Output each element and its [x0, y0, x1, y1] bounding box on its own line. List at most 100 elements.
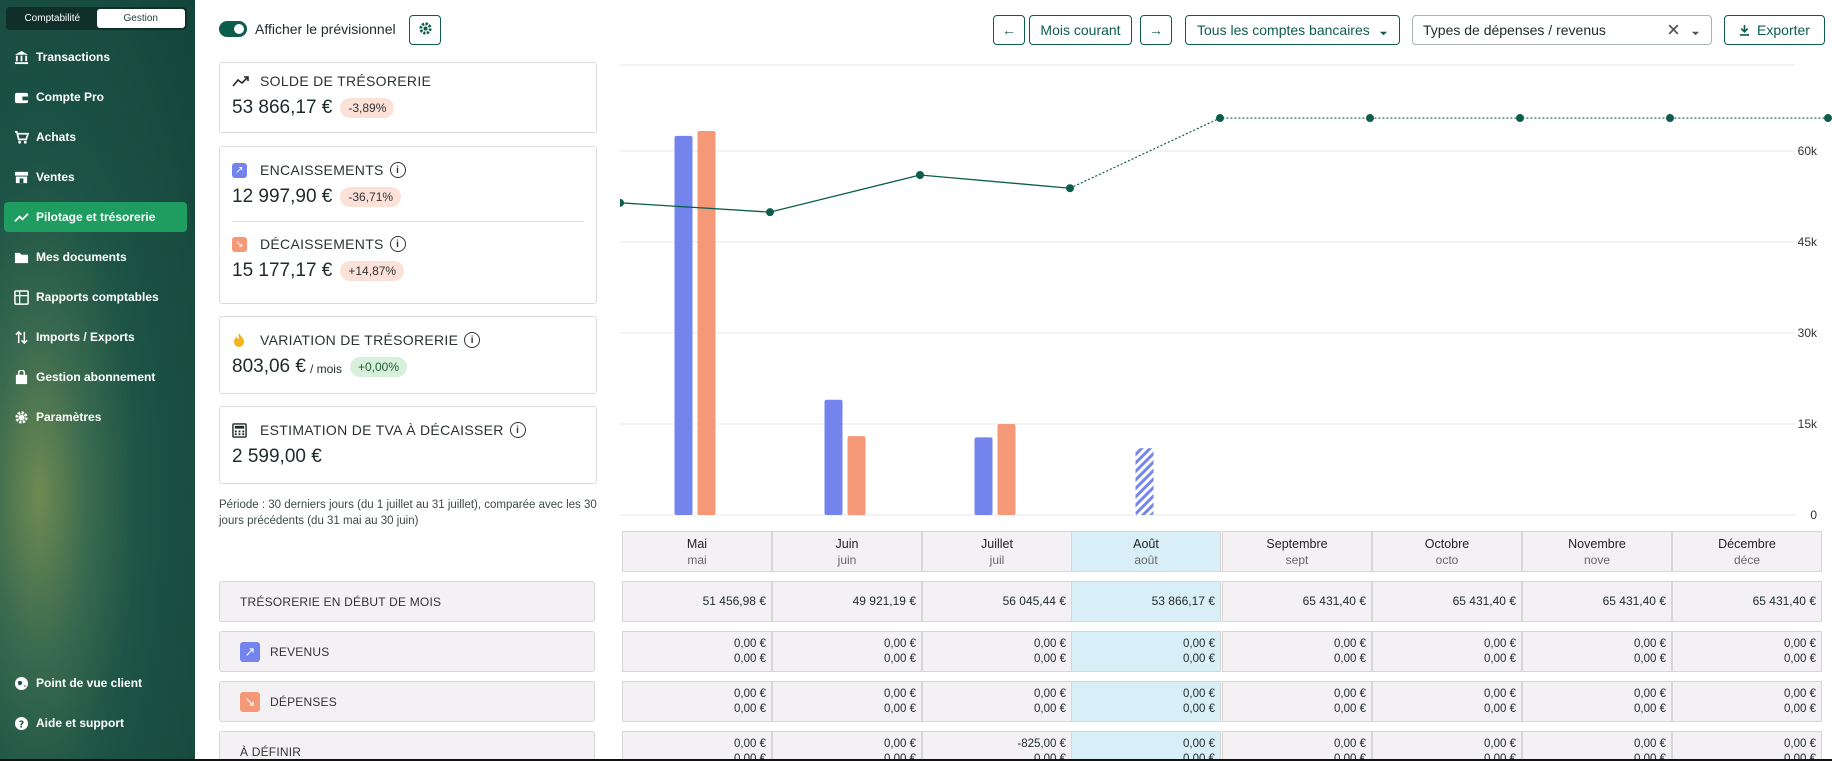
table-cell[interactable]: 0,00 € 0,00 €	[1372, 681, 1522, 722]
sidebar-item-aide[interactable]: ? Aide et support	[4, 708, 187, 738]
row-label-text: REVENUS	[270, 644, 330, 659]
cell-value: 0,00 €	[1784, 637, 1816, 650]
table-cell[interactable]: 0,00 € 0,00 €	[1672, 731, 1822, 761]
sidebar-item-point-de-vue-client[interactable]: Point de vue client	[4, 668, 187, 698]
kpi-value-row: 803,06 € / mois +0,00%	[232, 356, 584, 378]
table-cell[interactable]: 0,00 € 0,00 €	[1222, 681, 1372, 722]
table-cell[interactable]: 0,00 € 0,00 €	[1522, 681, 1672, 722]
accounts-select[interactable]: Tous les comptes bancaires	[1185, 15, 1400, 45]
table-cell[interactable]: 0,00 € 0,00 €	[772, 731, 922, 761]
table-cell[interactable]: 0,00 € 0,00 €	[1522, 631, 1672, 672]
table-cell[interactable]: 0,00 € 0,00 €	[1672, 631, 1822, 672]
table-cell[interactable]: 53 866,17 €	[1071, 581, 1221, 622]
table-cell[interactable]: 65 431,40 €	[1372, 581, 1522, 622]
cell-value: 0,00 €	[884, 702, 916, 715]
kpi-card-flux: ↗ ENCAISSEMENTS i 12 997,90 € -36,71% ↘ …	[219, 146, 597, 304]
cell-value: 0,00 €	[1784, 702, 1816, 715]
info-icon[interactable]: i	[389, 236, 406, 252]
help-icon: ?	[14, 716, 36, 731]
next-month-button[interactable]: →	[1140, 15, 1172, 45]
table-row-label[interactable]: À DÉFINIR	[219, 731, 595, 761]
sidebar-item-parametres[interactable]: Paramètres	[4, 402, 187, 432]
treasury-point	[766, 208, 774, 217]
cell-value: 0,00 €	[1334, 702, 1366, 715]
info-icon[interactable]: i	[464, 332, 481, 348]
info-icon[interactable]: i	[389, 162, 406, 178]
cell-value: 0,00 €	[1183, 737, 1215, 750]
cell-value: 0,00 €	[734, 752, 766, 761]
sidebar-item-label: Gestion abonnement	[36, 370, 156, 384]
table-cell[interactable]: 0,00 € 0,00 €	[1222, 731, 1372, 761]
sidebar-item-achats[interactable]: Achats	[4, 122, 187, 152]
month-header: Novembre nove	[1522, 531, 1672, 572]
clear-icon[interactable]	[1667, 23, 1680, 39]
sidebar-nav: Transactions Compte Pro Achats Ventes Pi…	[0, 42, 195, 442]
sidebar-item-pilotage[interactable]: Pilotage et trésorerie	[4, 202, 187, 232]
month-label: Juin	[835, 537, 859, 551]
sidebar-item-transactions[interactable]: Transactions	[4, 42, 187, 72]
y-tick-label: 0	[1810, 508, 1817, 520]
sidebar-item-abonnement[interactable]: Gestion abonnement	[4, 362, 187, 392]
sidebar-item-label: Ventes	[36, 170, 75, 184]
table-cell[interactable]: 0,00 € 0,00 €	[1071, 681, 1221, 722]
forecast-toggle[interactable]	[219, 21, 247, 37]
cell-value: 0,00 €	[1334, 687, 1366, 700]
table-row-label[interactable]: ↗ REVENUS	[219, 631, 595, 672]
forecast-settings-button[interactable]	[409, 15, 441, 45]
income-icon: ↗	[240, 641, 260, 662]
cell-value: 0,00 €	[1484, 737, 1516, 750]
table-cell[interactable]: 0,00 € 0,00 €	[772, 681, 922, 722]
table-cell[interactable]: 0,00 € 0,00 €	[622, 681, 772, 722]
sidebar-item-label: Imports / Exports	[36, 330, 135, 344]
current-month-button[interactable]: Mois courant	[1029, 15, 1132, 45]
month-header: Mai mai	[622, 531, 772, 572]
table-cell[interactable]: 0,00 € 0,00 €	[922, 631, 1072, 672]
y-tick-label: 15k	[1798, 417, 1818, 431]
bag-icon	[14, 369, 36, 385]
prev-month-button[interactable]: ←	[993, 15, 1025, 45]
table-row-label[interactable]: TRÉSORERIE EN DÉBUT DE MOIS	[219, 581, 595, 622]
mode-comptabilite[interactable]: Comptabilité	[24, 13, 81, 24]
table-cell[interactable]: 0,00 € 0,00 €	[1372, 631, 1522, 672]
mode-gestion[interactable]: Gestion	[96, 9, 185, 28]
table-cell[interactable]: 49 921,19 €	[772, 581, 922, 622]
trend-up-icon	[232, 75, 260, 87]
types-select[interactable]: Types de dépenses / revenus	[1412, 15, 1712, 45]
cell-value: 0,00 €	[1334, 737, 1366, 750]
table-cell[interactable]: 65 431,40 €	[1222, 581, 1372, 622]
table-cell[interactable]: 51 456,98 €	[622, 581, 772, 622]
month-header: Juillet juil	[922, 531, 1072, 572]
table-cell[interactable]: 0,00 € 0,00 €	[1071, 731, 1221, 761]
row-label-text: TRÉSORERIE EN DÉBUT DE MOIS	[240, 594, 442, 609]
table-cell[interactable]: 56 045,44 €	[922, 581, 1072, 622]
table-cell[interactable]: -825,00 € 0,00 €	[922, 731, 1072, 761]
sidebar-item-ventes[interactable]: Ventes	[4, 162, 187, 192]
export-button[interactable]: Exporter	[1724, 15, 1825, 45]
table-cell[interactable]: 0,00 € 0,00 €	[1071, 631, 1221, 672]
table-cell[interactable]: 0,00 € 0,00 €	[1672, 681, 1822, 722]
sidebar-item-rapports[interactable]: Rapports comptables	[4, 282, 187, 312]
table-cell[interactable]: 0,00 € 0,00 €	[622, 631, 772, 672]
table-cell[interactable]: 0,00 € 0,00 €	[622, 731, 772, 761]
caret-down-icon[interactable]	[1691, 25, 1700, 41]
sidebar-item-imports[interactable]: Imports / Exports	[4, 322, 187, 352]
table-cell[interactable]: 0,00 € 0,00 €	[1372, 731, 1522, 761]
table-cell[interactable]: 0,00 € 0,00 €	[1522, 731, 1672, 761]
accounts-select-value: Tous les comptes bancaires	[1197, 22, 1370, 38]
sidebar-item-compte-pro[interactable]: Compte Pro	[4, 82, 187, 112]
expense-bar	[997, 424, 1016, 515]
table-cell[interactable]: 0,00 € 0,00 €	[1222, 631, 1372, 672]
table-cell[interactable]: 0,00 € 0,00 €	[772, 631, 922, 672]
sidebar-item-label: Rapports comptables	[36, 290, 159, 304]
table-row-label[interactable]: ↘ DÉPENSES	[219, 681, 595, 722]
info-icon[interactable]: i	[509, 422, 526, 438]
table-cell[interactable]: 0,00 € 0,00 €	[922, 681, 1072, 722]
table-cell[interactable]: 65 431,40 €	[1522, 581, 1672, 622]
kpi-value-row: 12 997,90 € -36,71%	[232, 186, 584, 208]
cell-value: 0,00 €	[1484, 702, 1516, 715]
cell-value: 0,00 €	[1484, 752, 1516, 761]
cell-value: 0,00 €	[1634, 752, 1666, 761]
sidebar-item-documents[interactable]: Mes documents	[4, 242, 187, 272]
table-cell[interactable]: 65 431,40 €	[1672, 581, 1822, 622]
gear-icon	[418, 21, 433, 39]
